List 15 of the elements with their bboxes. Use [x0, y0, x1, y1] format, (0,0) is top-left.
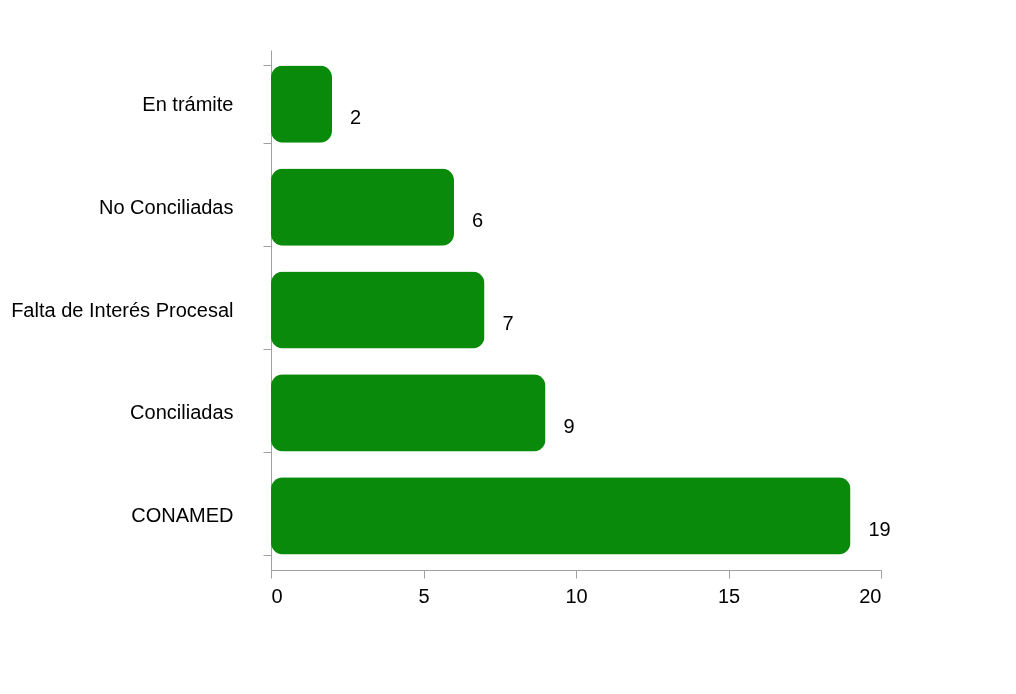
y-tick-label: Falta de Interés Procesal: [11, 298, 234, 321]
x-tick-label: 5: [418, 584, 430, 607]
data-label: 2: [350, 106, 362, 129]
data-label: 19: [868, 517, 891, 540]
x-tick-label: 20: [859, 584, 882, 607]
y-tick-label: No Conciliadas: [98, 195, 234, 218]
data-label: 7: [502, 312, 514, 334]
x-tick-label: 0: [271, 584, 283, 607]
y-tick-label: En trámite: [142, 92, 234, 115]
y-tick-label: CONAMED: [131, 504, 234, 527]
y-tick-label: Conciliadas: [130, 401, 234, 424]
x-tick-label: 10: [565, 584, 588, 607]
data-label: 9: [563, 414, 575, 437]
data-label: 6: [472, 209, 484, 232]
x-tick-label: 15: [717, 584, 741, 607]
